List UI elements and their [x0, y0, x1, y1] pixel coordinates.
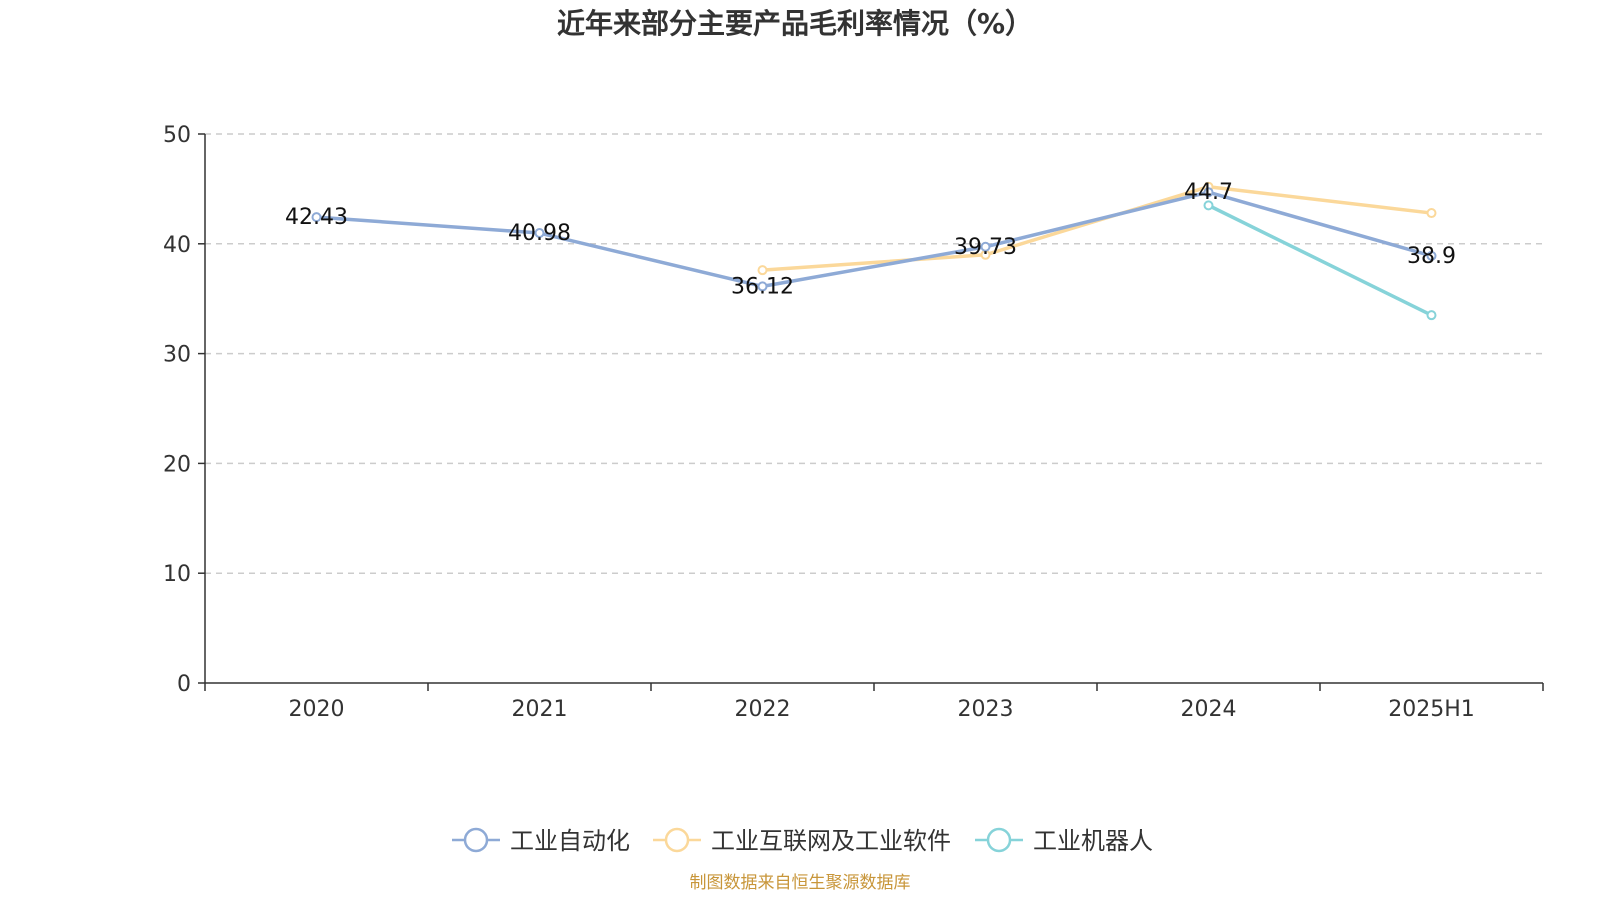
y-tick-label: 20	[163, 452, 191, 477]
data-point[interactable]	[1426, 250, 1437, 261]
y-tick-label: 30	[163, 343, 191, 368]
data-label: 38.9	[1407, 244, 1456, 269]
y-tick-label: 0	[177, 672, 191, 697]
x-tick-label: 2025H1	[1388, 697, 1475, 722]
legend-label: 工业机器人	[1033, 827, 1153, 855]
y-tick-label: 10	[163, 562, 191, 587]
legend-circle-icon	[986, 827, 1012, 853]
legend[interactable]: 工业自动化 工业互联网及工业软件 工业机器人	[452, 827, 1153, 855]
chart-title: 近年来部分主要产品毛利率情况（%）	[557, 7, 1033, 40]
x-tick-label: 2024	[1181, 697, 1237, 722]
x-tick-label: 2020	[289, 697, 345, 722]
legend-item-2[interactable]: 工业机器人	[975, 827, 1153, 855]
x-tick-label: 2023	[958, 697, 1014, 722]
data-labels: 42.43 40.98 36.12 39.73 44.7 38.9	[285, 180, 1456, 299]
series-line-2	[1207, 203, 1433, 317]
grid-lines	[205, 133, 1543, 574]
y-tick-label: 40	[163, 233, 191, 258]
data-point[interactable]	[757, 265, 768, 276]
data-label: 42.43	[285, 205, 348, 230]
legend-item-0[interactable]: 工业自动化	[452, 827, 630, 855]
data-point[interactable]	[1203, 200, 1214, 211]
y-tick-label: 50	[163, 123, 191, 148]
legend-item-1[interactable]: 工业互联网及工业软件	[653, 827, 951, 855]
data-point[interactable]	[311, 212, 322, 223]
data-point[interactable]	[1203, 187, 1214, 198]
x-tick-label: 2022	[735, 697, 791, 722]
data-label: 44.7	[1184, 180, 1233, 205]
data-point[interactable]	[1426, 310, 1437, 321]
data-point[interactable]	[757, 281, 768, 292]
data-point[interactable]	[980, 241, 991, 252]
legend-circle-icon	[664, 827, 690, 853]
legend-label: 工业互联网及工业软件	[711, 827, 951, 855]
series-lines	[311, 181, 1437, 321]
series-line-0	[316, 190, 1432, 289]
legend-label: 工业自动化	[510, 827, 630, 855]
data-point[interactable]	[534, 228, 545, 239]
x-tick-label: 2021	[512, 697, 568, 722]
data-label: 39.73	[954, 235, 1017, 260]
legend-circle-icon	[463, 827, 489, 853]
data-point[interactable]	[1426, 208, 1437, 219]
axes: 0 10 20 30 40 50 2020 2021 2022 2023 2024 2025H1	[163, 123, 1544, 722]
source-note: 制图数据来自恒生聚源数据库	[690, 873, 911, 893]
data-label: 36.12	[731, 274, 794, 299]
data-label: 40.98	[508, 221, 571, 246]
